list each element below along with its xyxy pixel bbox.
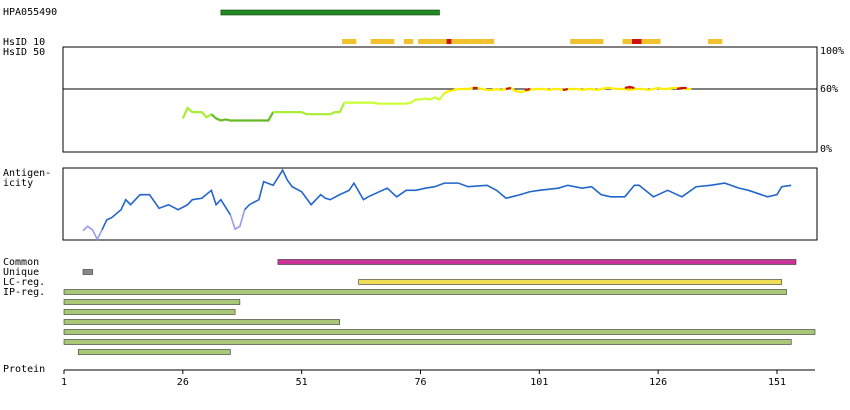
track-label: LC-reg. <box>3 277 45 288</box>
hsid-segment <box>708 39 723 44</box>
track-label: IP-reg. <box>3 287 45 298</box>
track-label: Common <box>3 257 39 268</box>
track-bar <box>63 289 787 295</box>
hsid-segment <box>641 39 661 44</box>
track-bar <box>63 309 236 315</box>
hsid-segment <box>418 39 452 44</box>
hsid50-label: HsID 50 <box>3 47 45 58</box>
identity-line <box>505 86 512 91</box>
track-bar <box>82 269 93 275</box>
track-bar <box>63 339 792 345</box>
identity-line <box>210 111 275 122</box>
identity-line <box>524 87 531 92</box>
hsid-segment <box>470 39 485 44</box>
track-bar <box>77 349 231 355</box>
hsid-segment <box>403 39 414 44</box>
identity-line <box>624 85 635 90</box>
track-bar <box>63 299 241 305</box>
hsid-segment <box>484 39 495 44</box>
x-tick-label: 1 <box>61 377 67 388</box>
antigenicity-line <box>82 225 103 242</box>
antigenicity-line <box>229 209 246 231</box>
identity-line <box>181 106 212 119</box>
antibody-bar <box>220 9 440 16</box>
antigenicity-label: icity <box>3 178 33 189</box>
track-bar <box>63 319 340 325</box>
hsid-segment <box>451 39 471 44</box>
hsid-segment <box>370 39 395 44</box>
track-label: Unique <box>3 267 39 278</box>
identity-line <box>344 92 446 105</box>
x-tick-label: 151 <box>768 377 786 388</box>
identity-tick-label: 60% <box>820 84 838 95</box>
track-bar <box>277 259 797 265</box>
x-tick-label: 101 <box>530 377 548 388</box>
track-bar <box>358 279 783 285</box>
identity-frame <box>62 46 818 153</box>
identity-tick-label: 0% <box>820 144 832 155</box>
antigenicity-line <box>101 188 232 231</box>
hsid-segment <box>622 39 637 44</box>
antigenicity-label: Antigen- <box>3 168 51 179</box>
identity-line <box>562 87 569 92</box>
protein-label: Protein <box>3 364 45 375</box>
x-tick-label: 76 <box>414 377 426 388</box>
antigenicity-line <box>244 168 792 211</box>
antigenicity-frame <box>62 167 818 241</box>
track-bar <box>63 329 816 335</box>
x-tick-label: 26 <box>177 377 189 388</box>
hsid-segment <box>570 39 604 44</box>
identity-line <box>676 86 687 91</box>
hsid10-label: HsID 10 <box>3 37 45 48</box>
hsid-segment <box>632 39 647 44</box>
identity-tick-label: 100% <box>820 46 844 57</box>
x-tick-label: 51 <box>296 377 308 388</box>
identity-line <box>273 102 346 116</box>
hsid-segment <box>342 39 357 44</box>
antibody-label: HPA055490 <box>3 7 57 18</box>
identity-line <box>443 86 692 95</box>
x-tick-label: 126 <box>649 377 667 388</box>
